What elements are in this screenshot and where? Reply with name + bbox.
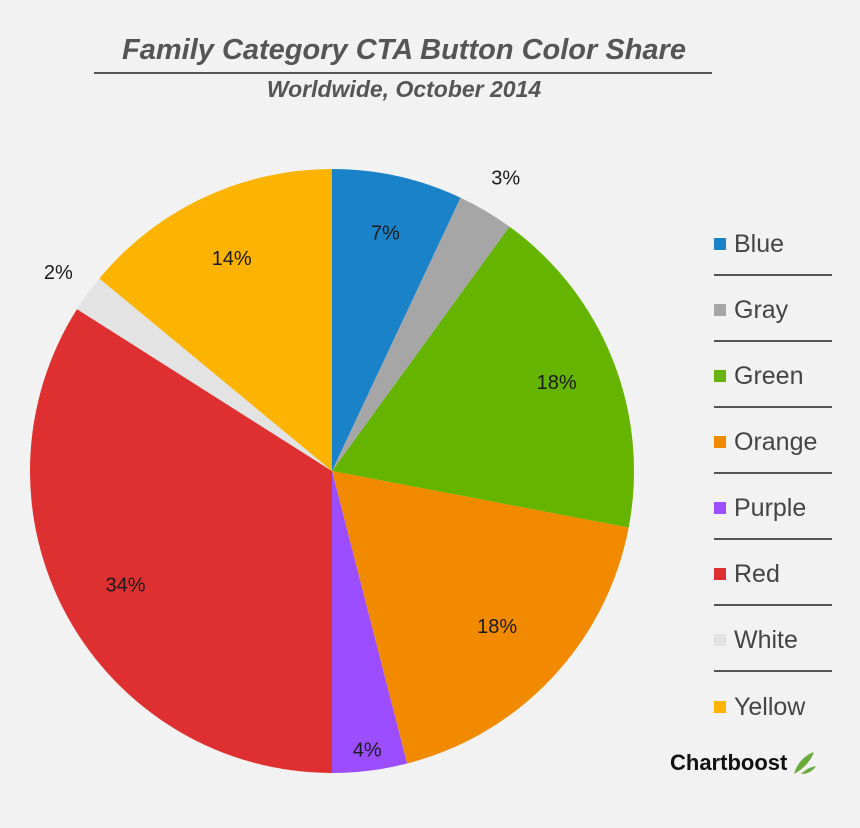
legend-swatch [714,370,726,382]
chart-subtitle: Worldwide, October 2014 [266,76,542,102]
legend-label: Gray [734,295,789,324]
pie-slice-blue [332,169,461,471]
slice-label-purple: 4% [353,740,382,762]
legend-swatch [714,238,726,250]
slice-label-red: 34% [106,574,146,596]
title-underline [94,72,712,74]
pie-slice-red [29,309,332,773]
legend-label: Yellow [734,692,806,721]
legend-swatch [714,701,726,713]
chart-legend: Blue Gray Green Orange Purple Red White Yellow [714,210,832,738]
legend-label: Red [734,559,780,588]
legend-item-white: White [714,606,832,672]
legend-label: Purple [734,493,807,522]
pie-slice-purple [332,471,408,773]
legend-item-red: Red [714,540,832,606]
legend-item-purple: Purple [714,474,832,540]
chart-title: Family Category CTA Button Color Share [122,34,686,66]
leaf-icon [794,752,817,774]
legend-item-yellow: Yellow [714,672,832,738]
slice-label-green: 18% [537,372,577,394]
legend-swatch [714,634,726,646]
slice-label-blue: 7% [371,222,400,244]
legend-swatch [714,568,726,580]
slice-label-orange: 18% [477,616,517,638]
pie-slice-orange [332,471,629,764]
legend-label: Blue [734,229,785,258]
brand-logo: Chartboost [670,750,817,776]
legend-swatch [714,304,726,316]
slice-label-yellow: 14% [212,248,252,270]
pie-slice-white [77,278,332,471]
slice-label-white: 2% [44,262,73,284]
legend-item-gray: Gray [714,276,832,342]
brand-name: Chartboost [670,750,788,775]
legend-swatch [714,436,726,448]
legend-item-orange: Orange [714,408,832,474]
legend-label: Orange [734,427,818,456]
pie-slice-green [332,226,634,528]
pie-slice-yellow [99,169,333,471]
legend-label: Green [734,361,804,390]
pie-slice-gray [332,197,510,471]
legend-label: White [734,625,798,654]
pie-chart: 7% 3% 18% 18% 4% 34% 2% 14% [29,167,634,773]
slice-label-gray: 3% [491,167,520,189]
legend-swatch [714,502,726,514]
legend-item-green: Green [714,342,832,408]
legend-item-blue: Blue [714,210,832,276]
